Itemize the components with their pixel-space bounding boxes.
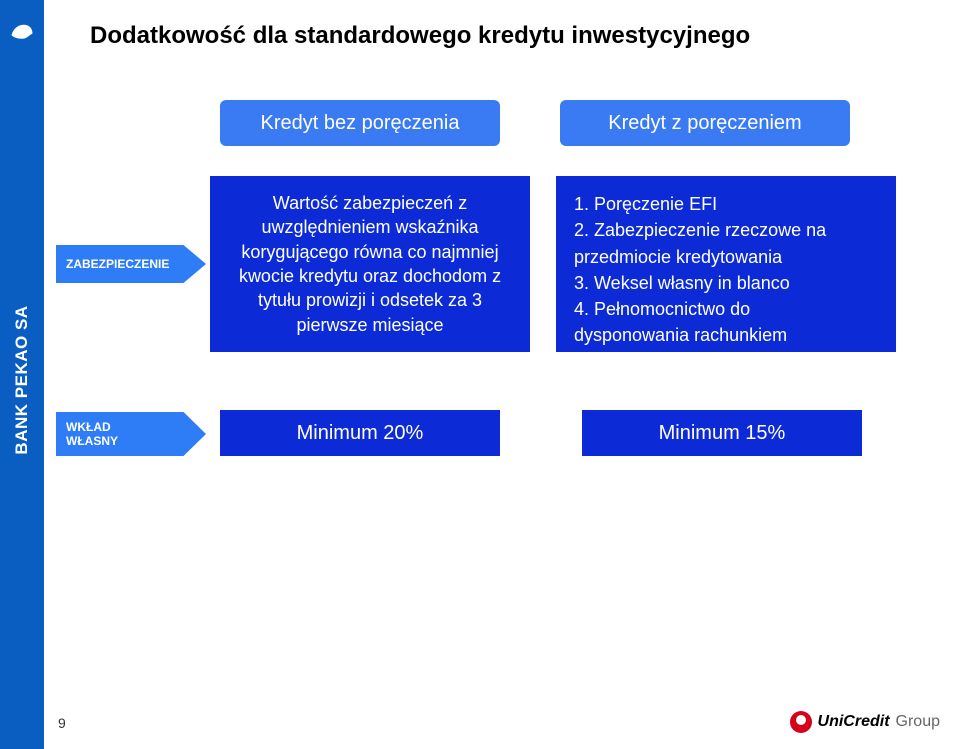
box-right-item: przedmiocie kredytowania	[574, 245, 878, 269]
label-wklad-line2: WŁASNY	[66, 434, 118, 448]
label-wklad-line1: WKŁAD	[66, 420, 118, 434]
unicredit-logo: UniCredit Group	[790, 711, 940, 733]
box-right-item: dysponowania rachunkiem	[574, 323, 878, 347]
label-wklad-wlasny: WKŁAD WŁASNY	[56, 412, 206, 456]
box-right-item: 2. Zabezpieczenie rzeczowe na	[574, 218, 878, 242]
page-title: Dodatkowość dla standardowego kredytu in…	[90, 22, 750, 50]
box-right-item: 1. Poręczenie EFI	[574, 192, 878, 216]
box-right-item: 3. Weksel własny in blanco	[574, 271, 878, 295]
unicredit-ball-icon	[790, 711, 812, 733]
unicredit-group: Group	[896, 713, 940, 731]
unicredit-name: UniCredit	[818, 713, 890, 731]
page-number: 9	[58, 715, 66, 731]
header-chip-left: Kredyt bez poręczenia	[220, 100, 500, 146]
box-right: 1. Poręczenie EFI 2. Zabezpieczenie rzec…	[556, 176, 896, 352]
box-left-text: Wartość zabezpieczeń z uwzględnieniem ws…	[228, 191, 512, 337]
header-chip-right: Kredyt z poręczeniem	[560, 100, 850, 146]
label-zabezpieczenie: ZABEZPIECZENIE	[56, 245, 206, 283]
header-left-text: Kredyt bez poręczenia	[260, 112, 459, 135]
brand-band: BANK PEKAO SA	[0, 0, 44, 749]
box-right-item: bankowym	[574, 350, 878, 374]
box-right-item: 4. Pełnomocnictwo do	[574, 297, 878, 321]
box-left: Wartość zabezpieczeń z uwzględnieniem ws…	[210, 176, 530, 352]
minimum-left-text: Minimum 20%	[297, 422, 424, 445]
minimum-left: Minimum 20%	[220, 410, 500, 456]
label-zabezpieczenie-text: ZABEZPIECZENIE	[66, 257, 169, 271]
header-right-text: Kredyt z poręczeniem	[608, 112, 801, 135]
bison-logo-icon	[8, 16, 36, 44]
bank-name-vertical: BANK PEKAO SA	[12, 305, 32, 454]
minimum-right: Minimum 15%	[582, 410, 862, 456]
minimum-right-text: Minimum 15%	[659, 422, 786, 445]
